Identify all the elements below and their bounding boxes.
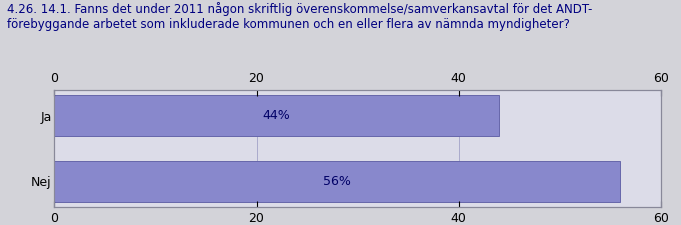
Text: 44%: 44% bbox=[263, 109, 291, 122]
Text: 4.26. 14.1. Fanns det under 2011 någon skriftlig överenskommelse/samverkansavtal: 4.26. 14.1. Fanns det under 2011 någon s… bbox=[7, 2, 592, 31]
Bar bbox=[54, 161, 620, 202]
Bar bbox=[54, 95, 499, 136]
Text: 56%: 56% bbox=[323, 175, 351, 188]
